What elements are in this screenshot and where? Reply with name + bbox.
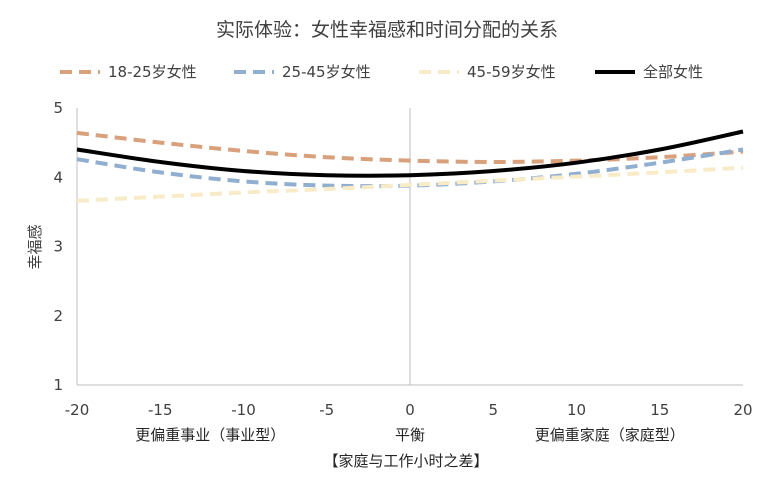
y-tick-label: 3 xyxy=(53,238,63,256)
x-tick-label: 0 xyxy=(405,401,415,419)
y-tick-label: 2 xyxy=(53,307,63,325)
x-tick-label: -20 xyxy=(65,401,90,419)
x-tick-label: -15 xyxy=(148,401,173,419)
series-line-3 xyxy=(76,165,744,203)
x-category-label: 平衡 xyxy=(395,426,425,444)
y-tick-label: 4 xyxy=(53,168,63,186)
x-tick-label: 10 xyxy=(567,401,586,419)
chart-title: 实际体验：女性幸福感和时间分配的关系 xyxy=(216,19,558,41)
legend-label-3: 45-59岁女性 xyxy=(467,63,556,81)
x-tick-label: -10 xyxy=(231,401,256,419)
x-tick-label: 20 xyxy=(733,401,752,419)
legend-label-4: 全部女性 xyxy=(643,63,703,81)
legend-label-1: 18-25岁女性 xyxy=(108,63,197,81)
legend-label-2: 25-45岁女性 xyxy=(282,63,371,81)
x-category-label: 更偏重事业（事业型） xyxy=(135,426,285,444)
series-line-1 xyxy=(76,130,744,164)
y-tick-label: 5 xyxy=(53,99,63,117)
x-tick-label: 5 xyxy=(488,401,498,419)
y-axis-label: 幸福感 xyxy=(26,224,44,269)
x-tick-label: 15 xyxy=(650,401,669,419)
series-line-4 xyxy=(76,129,744,178)
axes: 1 2 3 4 5 -20 -15 -10 -5 0 5 10 15 20 更偏重事业（事业型） 平衡 更偏重家… xyxy=(53,99,752,444)
x-axis-label: 【家庭与工作小时之差】 xyxy=(323,452,488,470)
y-tick-label: 1 xyxy=(53,376,63,394)
plot-area xyxy=(76,129,744,203)
x-category-label: 更偏重家庭（家庭型） xyxy=(535,426,685,444)
legend: 18-25岁女性 25-45岁女性 45-59岁女性 全部女性 xyxy=(60,63,703,81)
x-tick-label: -5 xyxy=(319,401,334,419)
